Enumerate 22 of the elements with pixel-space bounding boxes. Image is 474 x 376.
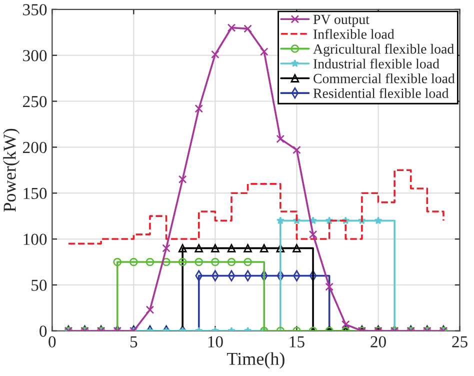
- x-tick-label: 25: [452, 336, 468, 348]
- legend-label: Industrial flexible load: [313, 58, 440, 69]
- y-tick-label: 250: [23, 96, 47, 108]
- x-tick-label: 5: [130, 336, 138, 348]
- y-tick-label: 350: [23, 4, 47, 16]
- legend-label: PV output: [313, 14, 370, 27]
- y-tick-label: 200: [23, 142, 47, 154]
- y-tick-label: 100: [24, 234, 47, 245]
- legend-label: Inflexible load: [313, 28, 394, 39]
- legend-label: Commercial flexible load: [314, 73, 455, 84]
- x-tick-label: 20: [370, 336, 386, 348]
- y-axis-title: Power(kW): [3, 128, 20, 212]
- y-tick-label: 300: [23, 50, 47, 62]
- x-axis-title: Time(h): [227, 352, 284, 369]
- y-tick-label: 150: [24, 188, 47, 200]
- legend-label: Agricultural flexible load: [313, 44, 454, 57]
- legend-label: Residential flexible load: [313, 88, 449, 98]
- x-tick-label: 15: [290, 336, 304, 348]
- y-tick-label: 0: [40, 326, 47, 337]
- x-tick-label: 0: [48, 336, 56, 348]
- x-tick-label: 10: [208, 336, 223, 348]
- y-tick-label: 50: [32, 280, 47, 291]
